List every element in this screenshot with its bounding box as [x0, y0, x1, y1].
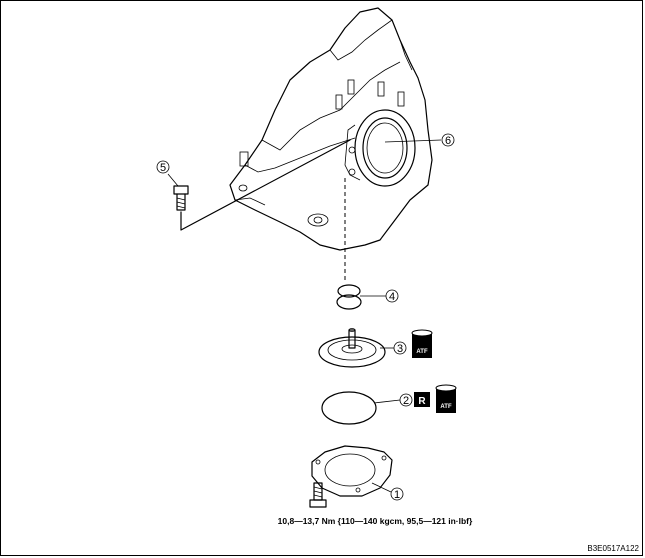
- svg-text:ATF: ATF: [440, 404, 452, 410]
- svg-text:2: 2: [403, 395, 409, 407]
- callout-6: 6: [441, 133, 455, 147]
- svg-text:1: 1: [394, 489, 400, 501]
- svg-text:6: 6: [445, 135, 451, 147]
- callout-1: 1: [390, 487, 404, 501]
- seal-part-2: [321, 391, 377, 425]
- cover-part-1: [311, 445, 393, 497]
- bolt-leader-line: [180, 139, 351, 231]
- spring-part-4: [336, 284, 362, 310]
- callout-5: 5: [156, 160, 170, 174]
- bolt-part-5: [173, 185, 189, 211]
- replace-part-icon: R: [414, 392, 430, 407]
- figure-code: B3E0517A122: [587, 544, 639, 553]
- svg-text:R: R: [418, 396, 426, 407]
- cover-bolt: [309, 482, 327, 508]
- callout-4: 4: [385, 289, 399, 303]
- callout-3: 3: [393, 341, 407, 355]
- svg-text:4: 4: [389, 291, 395, 303]
- transaxle-case: [229, 7, 433, 251]
- atf-fluid-icon-2: ATF: [435, 384, 457, 413]
- torque-spec: 10,8—13,7 Nm {110—140 kgcm, 95,5—121 in·…: [277, 516, 473, 526]
- svg-text:ATF: ATF: [416, 349, 428, 355]
- svg-text:5: 5: [160, 162, 166, 174]
- atf-fluid-icon: ATF: [411, 329, 433, 358]
- piston-part-3: [318, 328, 386, 368]
- svg-text:3: 3: [397, 343, 403, 355]
- callout-2: 2: [399, 393, 413, 407]
